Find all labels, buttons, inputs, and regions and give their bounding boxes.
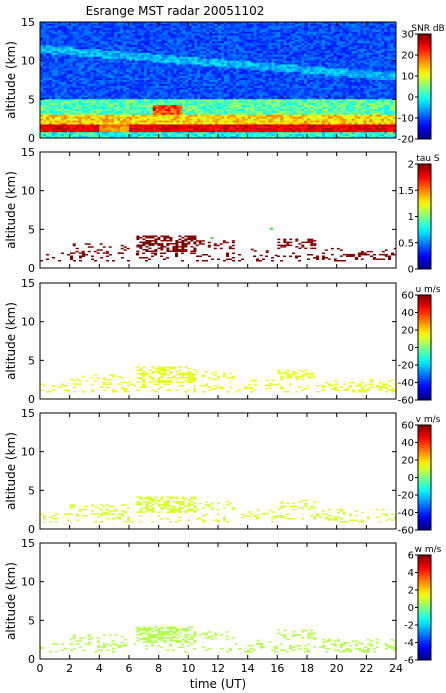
x-tick-label: 14 <box>241 662 255 675</box>
colorbar-tick-label: 0 <box>408 603 414 614</box>
colorbar-tick-label: 60 <box>401 421 414 432</box>
heatmap-cells <box>40 366 396 393</box>
y-axis-label: altitude (km) <box>4 171 18 249</box>
x-tick-label: 22 <box>359 662 373 675</box>
colorbar-tick-label: -20 <box>398 135 414 146</box>
colorbar-tick-label: 0 <box>408 343 414 354</box>
colorbar-tick-label: -40 <box>398 378 414 389</box>
x-tick-label: 24 <box>389 662 403 675</box>
y-axis-label: altitude (km) <box>4 432 18 510</box>
x-tick-label: 2 <box>66 662 73 675</box>
y-tick-label: 5 <box>28 223 35 236</box>
colorbar-tick-label: 0 <box>408 473 414 484</box>
colorbar-tick-label: 10 <box>401 72 414 83</box>
heatmap-cells <box>40 22 396 138</box>
y-tick-label: 10 <box>21 316 35 329</box>
y-axis-label: altitude (km) <box>4 41 18 119</box>
colorbar-tick-label: -20 <box>398 491 414 502</box>
colorbar <box>417 163 432 270</box>
x-tick-label: 0 <box>37 662 44 675</box>
colorbar-tick-label: 2 <box>408 160 414 171</box>
x-tick-label: 10 <box>181 662 195 675</box>
y-tick-label: 5 <box>28 614 35 627</box>
colorbar-label: w m/s <box>415 545 442 555</box>
x-tick-label: 16 <box>270 662 284 675</box>
colorbar-tick-label: 20 <box>401 456 414 467</box>
x-tick-label: 6 <box>126 662 133 675</box>
colorbar <box>417 33 432 140</box>
colorbar <box>417 554 432 661</box>
colorbar <box>417 424 432 531</box>
colorbar-tick-label: 30 <box>401 30 414 41</box>
x-tick-label: 20 <box>330 662 344 675</box>
colorbar-tick-label: 2 <box>408 586 414 597</box>
y-axis-label: altitude (km) <box>4 562 18 640</box>
colorbar-label: SNR dB <box>411 24 444 34</box>
y-tick-label: 5 <box>28 354 35 367</box>
colorbar-tick-label: -10 <box>398 114 414 125</box>
y-tick-label: 10 <box>21 446 35 459</box>
colorbar-tick-label: -6 <box>404 656 414 667</box>
heatmap-cells <box>40 227 396 262</box>
colorbar-tick-label: 20 <box>401 326 414 337</box>
colorbar-tick-label: 0 <box>408 93 414 104</box>
plot-frame <box>39 282 397 400</box>
colorbar-tick-label: 20 <box>401 51 414 62</box>
y-tick-label: 10 <box>21 576 35 589</box>
y-tick-label: 0 <box>28 132 35 145</box>
colorbar <box>417 294 432 401</box>
heatmap-cells <box>40 626 396 653</box>
y-tick-label: 15 <box>21 146 35 159</box>
y-tick-label: 15 <box>21 407 35 420</box>
colorbar-tick-label: 1.5 <box>398 186 414 197</box>
colorbar-tick-label: -60 <box>398 396 414 407</box>
y-tick-label: 10 <box>21 55 35 68</box>
y-tick-label: 5 <box>28 93 35 106</box>
colorbar-tick-label: -2 <box>404 621 414 632</box>
colorbar-tick-label: 4 <box>408 568 414 579</box>
colorbar-label: v m/s <box>416 415 441 425</box>
colorbar-label: tau S <box>416 154 440 164</box>
x-tick-label: 12 <box>211 662 225 675</box>
x-axis-label: time (UT) <box>190 677 246 691</box>
colorbar-tick-label: 1 <box>408 212 414 223</box>
x-tick-label: 4 <box>96 662 103 675</box>
colorbar-tick-label: 6 <box>408 551 414 562</box>
figure-title: Esrange MST radar 20051102 <box>86 4 265 18</box>
colorbar-tick-label: -40 <box>398 508 414 519</box>
colorbar-tick-label: 0 <box>408 265 414 276</box>
colorbar-label: u m/s <box>415 285 440 295</box>
y-tick-label: 0 <box>28 393 35 406</box>
y-tick-label: 0 <box>28 523 35 536</box>
heatmap-cells <box>40 496 396 523</box>
colorbar-tick-label: 40 <box>401 438 414 449</box>
y-axis-label: altitude (km) <box>4 302 18 380</box>
y-tick-label: 15 <box>21 16 35 29</box>
y-tick-label: 0 <box>28 653 35 666</box>
colorbar-tick-label: 0.5 <box>398 238 414 249</box>
y-tick-label: 15 <box>21 537 35 550</box>
colorbar-tick-label: -20 <box>398 361 414 372</box>
y-tick-label: 5 <box>28 484 35 497</box>
x-tick-label: 18 <box>300 662 314 675</box>
plot-frame <box>39 542 397 660</box>
y-tick-label: 15 <box>21 277 35 290</box>
colorbar-tick-label: 40 <box>401 308 414 319</box>
y-tick-label: 0 <box>28 262 35 275</box>
colorbar-tick-label: -60 <box>398 526 414 537</box>
y-tick-label: 10 <box>21 185 35 198</box>
colorbar-tick-label: 60 <box>401 291 414 302</box>
colorbar-tick-label: -4 <box>404 638 414 649</box>
x-tick-label: 8 <box>155 662 162 675</box>
